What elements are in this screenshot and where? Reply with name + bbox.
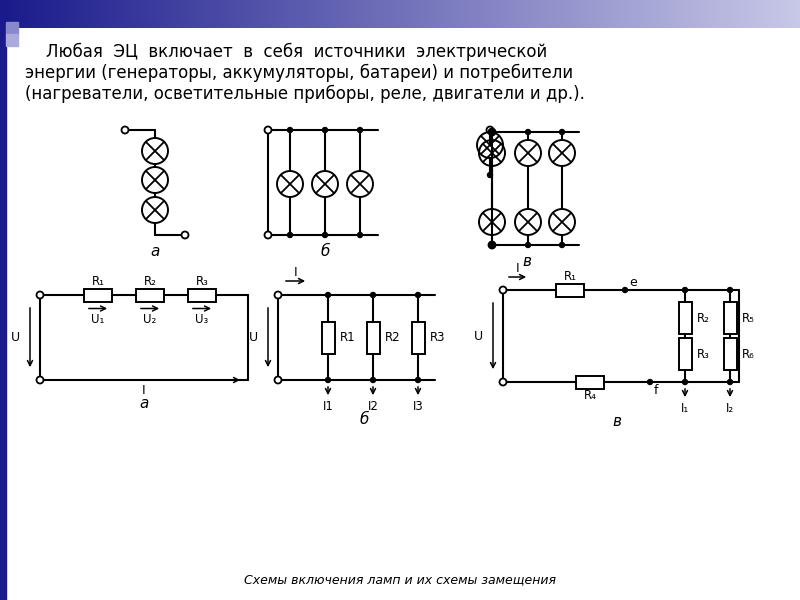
Text: в: в [612, 415, 621, 430]
Circle shape [526, 242, 530, 247]
Circle shape [559, 130, 565, 134]
Text: в: в [522, 253, 531, 269]
Text: а: а [150, 244, 160, 259]
Circle shape [415, 292, 421, 298]
Circle shape [265, 127, 271, 133]
Circle shape [182, 232, 189, 238]
Circle shape [358, 127, 362, 133]
Bar [188, 289, 216, 301]
Circle shape [622, 287, 627, 292]
Text: R₁: R₁ [563, 270, 577, 283]
Circle shape [490, 242, 494, 247]
Bar [723, 338, 737, 370]
Text: R2: R2 [385, 331, 400, 344]
Circle shape [682, 287, 687, 292]
Circle shape [490, 130, 494, 134]
Text: U: U [11, 331, 20, 344]
Text: R₁: R₁ [91, 275, 105, 288]
Text: I3: I3 [413, 401, 423, 413]
Text: R₆: R₆ [742, 347, 754, 361]
Circle shape [287, 127, 293, 133]
Bar [136, 289, 164, 301]
Bar [678, 302, 691, 334]
Bar [576, 376, 604, 389]
Text: Любая  ЭЦ  включает  в  себя  источники  электрической: Любая ЭЦ включает в себя источники элект… [25, 43, 547, 61]
Text: U: U [249, 331, 258, 344]
Bar [723, 302, 737, 334]
Bar [366, 322, 379, 353]
Circle shape [499, 379, 506, 385]
Text: б: б [320, 244, 330, 259]
Circle shape [274, 292, 282, 298]
Text: U₃: U₃ [195, 313, 209, 326]
Bar [84, 289, 112, 301]
Text: I: I [294, 266, 298, 280]
Circle shape [322, 127, 327, 133]
Circle shape [489, 241, 495, 248]
Circle shape [287, 232, 293, 238]
Text: R3: R3 [430, 331, 445, 344]
Bar [0, 0, 6, 600]
Circle shape [358, 232, 362, 238]
Circle shape [682, 379, 687, 385]
Circle shape [486, 127, 494, 133]
Circle shape [37, 377, 43, 383]
Text: R₄: R₄ [583, 389, 597, 402]
Text: R₃: R₃ [195, 275, 209, 288]
Circle shape [487, 173, 493, 178]
Text: б: б [359, 413, 369, 427]
Text: Схемы включения ламп и их схемы замещения: Схемы включения ламп и их схемы замещени… [244, 573, 556, 586]
Text: I₁: I₁ [681, 403, 689, 415]
Circle shape [326, 377, 330, 383]
Text: I₂: I₂ [726, 403, 734, 415]
Circle shape [727, 379, 733, 385]
Text: (нагреватели, осветительные приборы, реле, двигатели и др.).: (нагреватели, осветительные приборы, рел… [25, 85, 585, 103]
Circle shape [326, 292, 330, 298]
Circle shape [526, 130, 530, 134]
Text: I2: I2 [367, 401, 378, 413]
Bar [556, 283, 584, 296]
Circle shape [274, 377, 282, 383]
Text: f: f [654, 383, 658, 397]
Text: а: а [139, 395, 149, 410]
Text: I: I [142, 385, 146, 397]
Text: U₂: U₂ [143, 313, 157, 326]
Text: R₅: R₅ [742, 311, 754, 325]
Bar [6, 34, 18, 46]
Text: энергии (генераторы, аккумуляторы, батареи) и потребители: энергии (генераторы, аккумуляторы, батар… [25, 64, 573, 82]
Bar [411, 322, 425, 353]
Circle shape [559, 242, 565, 247]
Text: R1: R1 [339, 331, 355, 344]
Text: e: e [629, 275, 637, 289]
Circle shape [370, 292, 375, 298]
Text: I: I [516, 262, 520, 275]
Text: R₂: R₂ [697, 311, 710, 325]
Bar [678, 338, 691, 370]
Circle shape [370, 377, 375, 383]
Circle shape [322, 232, 327, 238]
Bar [6, 22, 18, 34]
Text: I1: I1 [322, 401, 334, 413]
Circle shape [727, 287, 733, 292]
Circle shape [647, 379, 653, 385]
Text: R₂: R₂ [143, 275, 157, 288]
Text: R₃: R₃ [697, 347, 710, 361]
Bar [322, 322, 334, 353]
Text: U: U [474, 329, 483, 343]
Circle shape [489, 128, 495, 136]
Circle shape [499, 286, 506, 293]
Circle shape [415, 377, 421, 383]
Circle shape [37, 292, 43, 298]
Text: U₁: U₁ [91, 313, 105, 326]
Circle shape [265, 232, 271, 238]
Circle shape [122, 127, 129, 133]
